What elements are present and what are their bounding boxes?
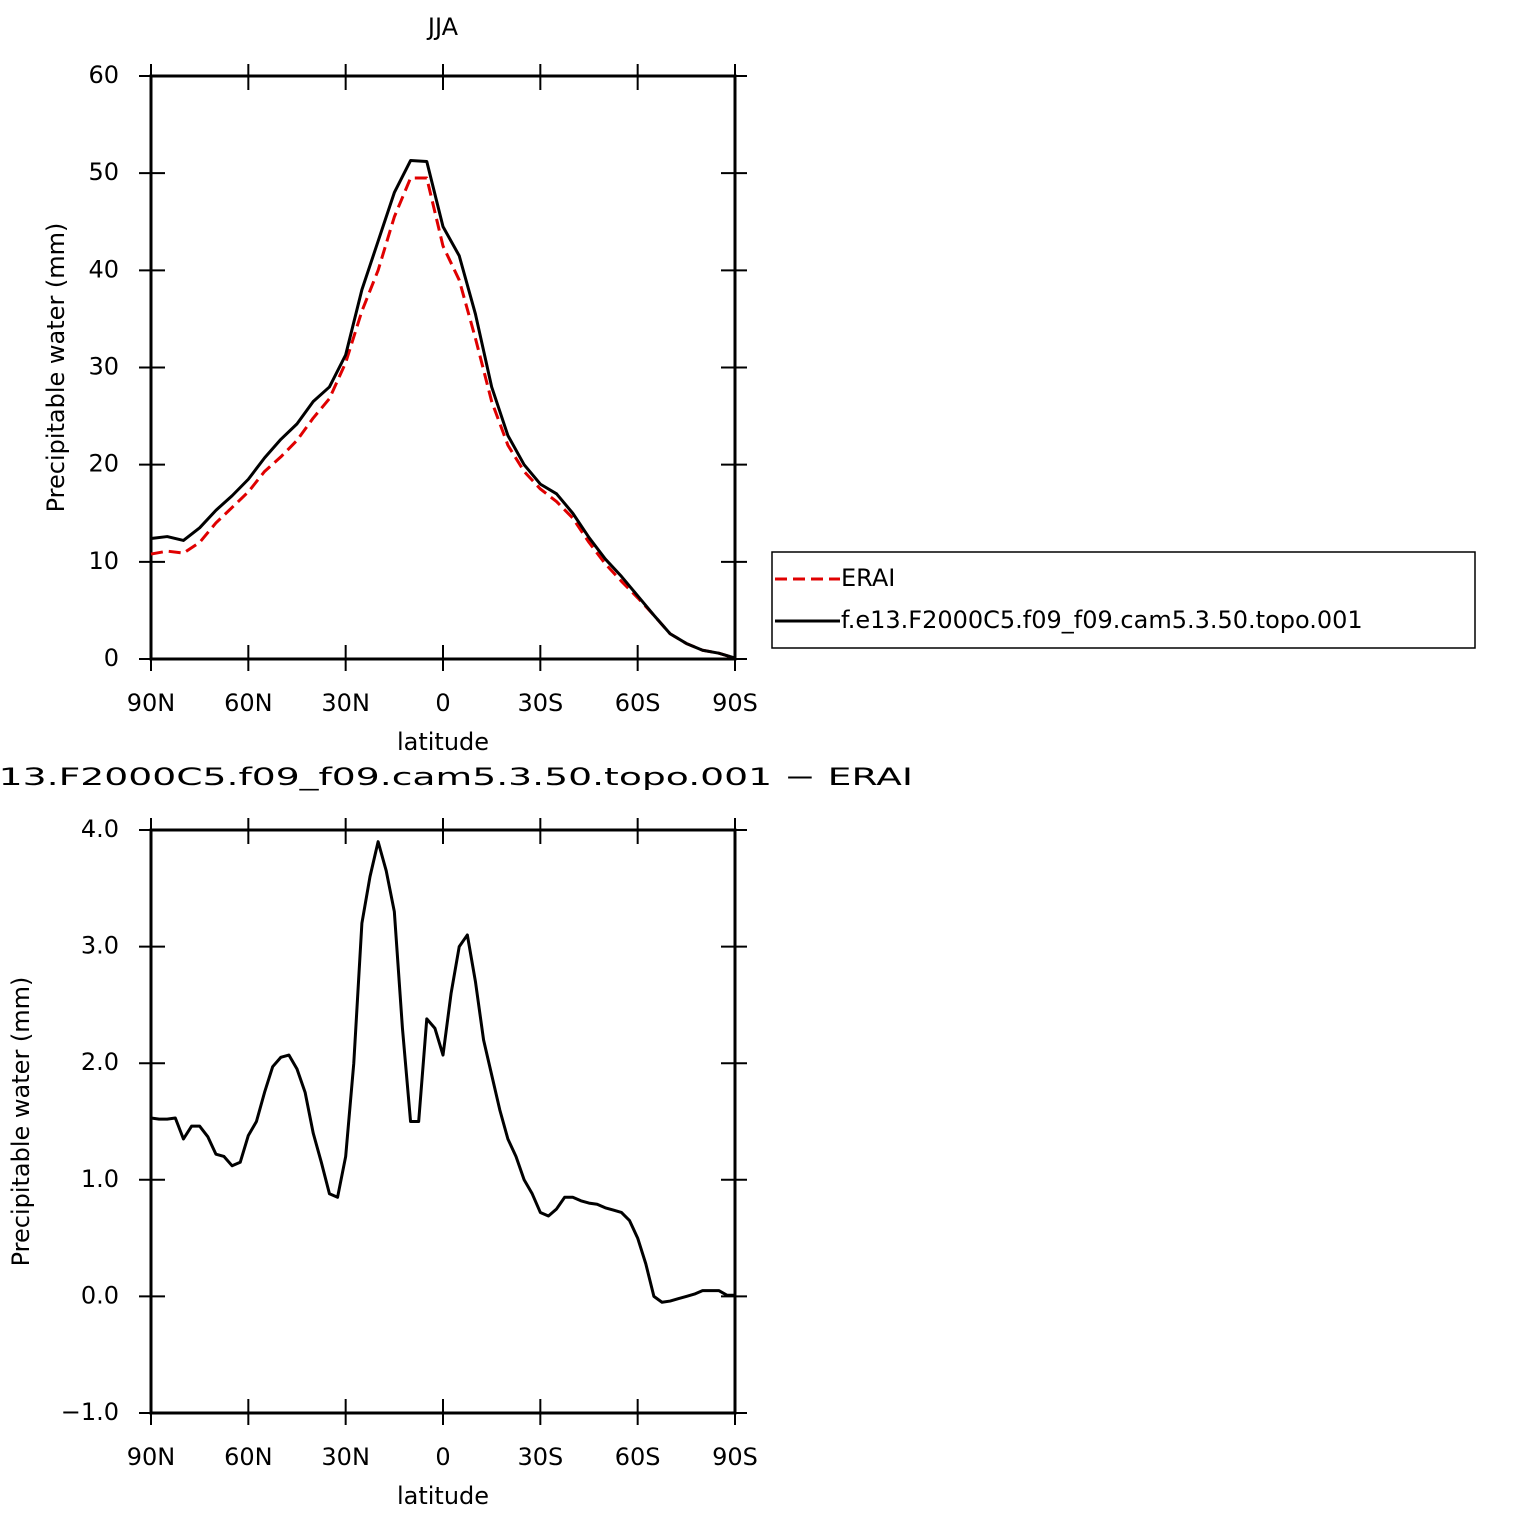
plot-frame (149, 828, 737, 1415)
x-tick-label: 60S (615, 689, 661, 717)
y-tick-label: 1.0 (81, 1165, 119, 1193)
legend-box (771, 551, 1476, 649)
y-axis-label: Precipitable water (mm) (7, 977, 35, 1267)
y-tick-label: 60 (88, 61, 119, 89)
y-tick-label: 40 (88, 255, 119, 283)
y-tick-label: 0 (104, 644, 119, 672)
data-line (150, 159, 736, 660)
chart-title: JJA (426, 13, 459, 41)
x-tick-label: 30S (517, 1443, 563, 1471)
y-tick-label: 2.0 (81, 1048, 119, 1076)
y-tick-label: 10 (88, 547, 119, 575)
chart-title: f.e13.F2000C5.f09_f09.cam5.3.50.topo.001… (0, 763, 913, 791)
x-tick-label: 0 (435, 689, 450, 717)
legend-label: ERAI (841, 564, 895, 592)
y-tick-label: 0.0 (81, 1281, 119, 1309)
y-tick-label: 20 (88, 450, 119, 478)
x-tick-label: 30N (321, 689, 370, 717)
x-axis-label: latitude (397, 1482, 489, 1510)
x-tick-label: 90N (127, 689, 176, 717)
y-axis-label: Precipitable water (mm) (42, 223, 70, 513)
plot-frame (149, 74, 737, 661)
data-line (150, 176, 736, 660)
data-line (150, 840, 735, 1304)
x-tick-label: 60S (615, 1443, 661, 1471)
y-tick-label: 3.0 (81, 932, 119, 960)
y-tick-label: 4.0 (81, 815, 119, 843)
x-tick-label: 90S (712, 689, 758, 717)
y-tick-label: −1.0 (61, 1398, 119, 1426)
y-tick-label: 30 (88, 353, 119, 381)
x-axis-label: latitude (397, 728, 489, 756)
x-tick-label: 0 (435, 1443, 450, 1471)
x-tick-label: 90S (712, 1443, 758, 1471)
legend-label: f.e13.F2000C5.f09_f09.cam5.3.50.topo.001 (841, 606, 1363, 634)
x-tick-label: 30S (517, 689, 563, 717)
x-tick-label: 90N (127, 1443, 176, 1471)
x-tick-label: 60N (224, 689, 273, 717)
x-tick-label: 30N (321, 1443, 370, 1471)
x-tick-label: 60N (224, 1443, 273, 1471)
y-tick-label: 50 (88, 158, 119, 186)
